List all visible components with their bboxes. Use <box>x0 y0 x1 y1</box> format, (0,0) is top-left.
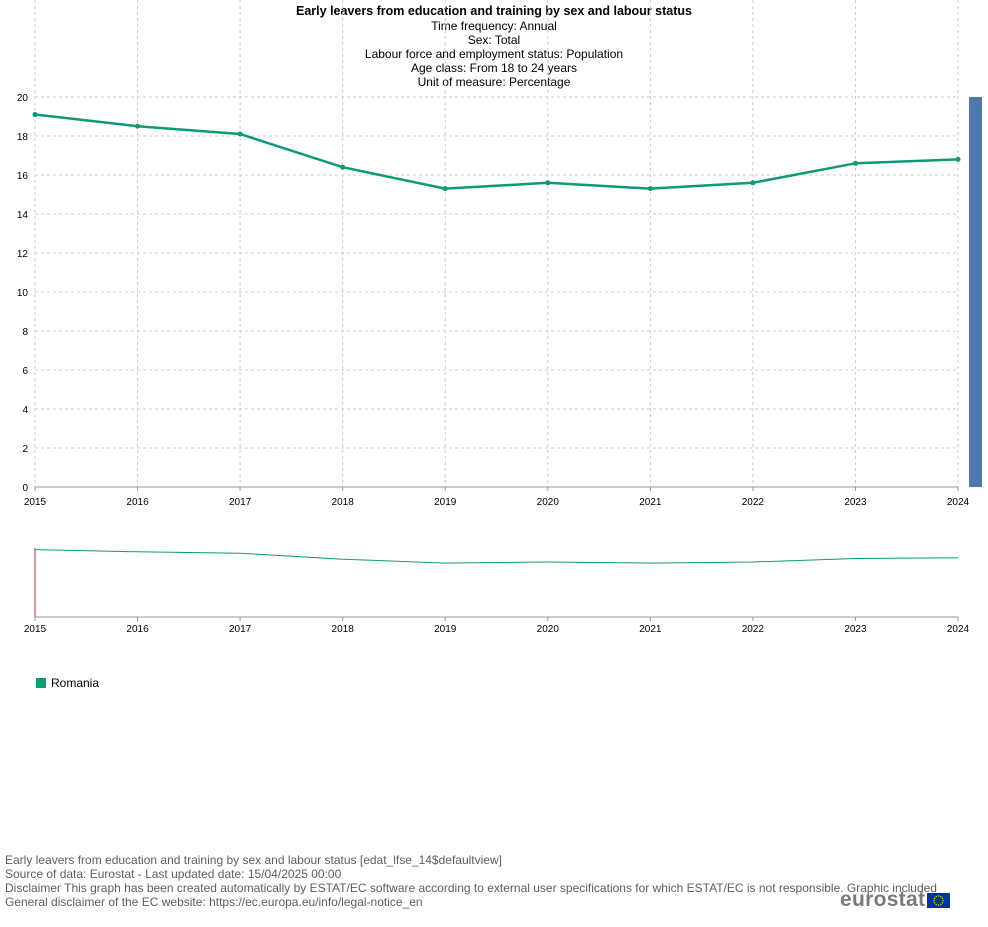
navigator-tick-label: 2016 <box>126 624 149 635</box>
y-tick-label: 6 <box>22 366 28 377</box>
eu-flag-star <box>940 903 942 905</box>
data-point <box>442 186 448 192</box>
eu-flag-star <box>934 901 936 904</box>
x-tick-label: 2015 <box>24 497 47 508</box>
data-point <box>237 131 243 137</box>
y-tick-label: 18 <box>17 132 29 143</box>
x-tick-label: 2016 <box>126 497 149 508</box>
y-tick-label: 16 <box>17 171 29 182</box>
y-tick-label: 10 <box>17 288 29 299</box>
eurostat-logo: eurostat <box>840 888 951 912</box>
navigator-tick-label: 2019 <box>434 624 457 635</box>
eu-flag-background <box>927 892 951 908</box>
y-tick-label: 14 <box>17 210 29 221</box>
navigator-tick-label: 2022 <box>742 624 765 635</box>
eu-flag-star <box>941 896 944 899</box>
data-point <box>340 164 346 170</box>
footer: Early leavers from education and trainin… <box>5 853 945 909</box>
navigator-tick-label: 2023 <box>844 624 867 635</box>
legend-label: Romania <box>51 676 100 690</box>
eu-flag-star <box>935 895 938 897</box>
eu-flag-star <box>933 899 935 901</box>
x-tick-label: 2017 <box>229 497 252 508</box>
data-point <box>647 186 653 192</box>
eu-flag-star <box>934 896 936 899</box>
x-tick-label: 2019 <box>434 497 457 508</box>
chart-subtitle-line: Unit of measure: Percentage <box>418 75 571 89</box>
navigator-tick-label: 2015 <box>24 624 47 635</box>
navigator-tick-label: 2021 <box>639 624 662 635</box>
y-tick-label: 4 <box>22 405 28 416</box>
navigator-tick-label: 2024 <box>947 624 970 635</box>
navigator-tick-label: 2020 <box>537 624 560 635</box>
footer-disclaimer: Disclaimer This graph has been created a… <box>5 881 937 895</box>
data-point <box>955 156 961 162</box>
eu-flag-star <box>938 894 940 897</box>
series-line-romania <box>34 113 959 190</box>
legend-swatch <box>36 678 46 688</box>
legend[interactable]: Romania <box>36 676 99 690</box>
x-tick-label: 2018 <box>332 497 355 508</box>
data-point <box>545 180 551 186</box>
y-tick-label: 20 <box>17 93 29 104</box>
data-point <box>32 112 38 118</box>
footer-legal-notice: General disclaimer of the EC website: ht… <box>5 895 423 909</box>
eu-flag-star <box>938 903 940 906</box>
y-tick-label: 8 <box>22 327 28 338</box>
eu-flag-star <box>935 903 938 905</box>
scrollbar[interactable] <box>969 97 982 487</box>
footer-dataset: Early leavers from education and trainin… <box>5 853 502 867</box>
eu-flag-stars <box>933 894 945 906</box>
navigator-tick-label: 2017 <box>229 624 252 635</box>
eu-flag-star <box>941 901 944 904</box>
series-group <box>32 112 961 192</box>
y-tick-label: 2 <box>22 444 28 455</box>
chart-title: Early leavers from education and trainin… <box>296 4 692 18</box>
eu-flag-star <box>942 899 945 901</box>
y-tick-label: 0 <box>22 483 28 494</box>
data-point <box>750 180 756 186</box>
axes: 0 2 4 6 8 10 12 14 16 18 20 2015 2016 2017 2018 2019 202… <box>17 93 970 508</box>
eu-flag-icon <box>927 892 951 908</box>
x-tick-label: 2021 <box>639 497 662 508</box>
chart-subtitle-line: Age class: From 18 to 24 years <box>411 61 577 75</box>
data-point <box>852 160 858 166</box>
x-tick-label: 2024 <box>947 497 970 508</box>
navigator: 2015 2016 2017 2018 2019 2020 2021 2022 2023 2024 <box>24 548 970 635</box>
x-tick-label: 2020 <box>537 497 560 508</box>
chart-subtitle-line: Sex: Total <box>468 33 520 47</box>
x-tick-label: 2022 <box>742 497 765 508</box>
navigator-tick-label: 2018 <box>332 624 355 635</box>
chart-subtitle-line: Labour force and employment status: Popu… <box>365 47 623 61</box>
x-tick-label: 2023 <box>844 497 867 508</box>
data-point <box>135 123 141 129</box>
y-tick-label: 12 <box>17 249 29 260</box>
navigator-series-line <box>34 549 959 564</box>
chart-titles: Early leavers from education and trainin… <box>296 4 692 89</box>
chart-subtitle-line: Time frequency: Annual <box>431 19 557 33</box>
footer-source: Source of data: Eurostat - Last updated … <box>5 867 342 881</box>
logo-text: eurostat <box>840 888 926 911</box>
eu-flag-star <box>940 895 942 897</box>
